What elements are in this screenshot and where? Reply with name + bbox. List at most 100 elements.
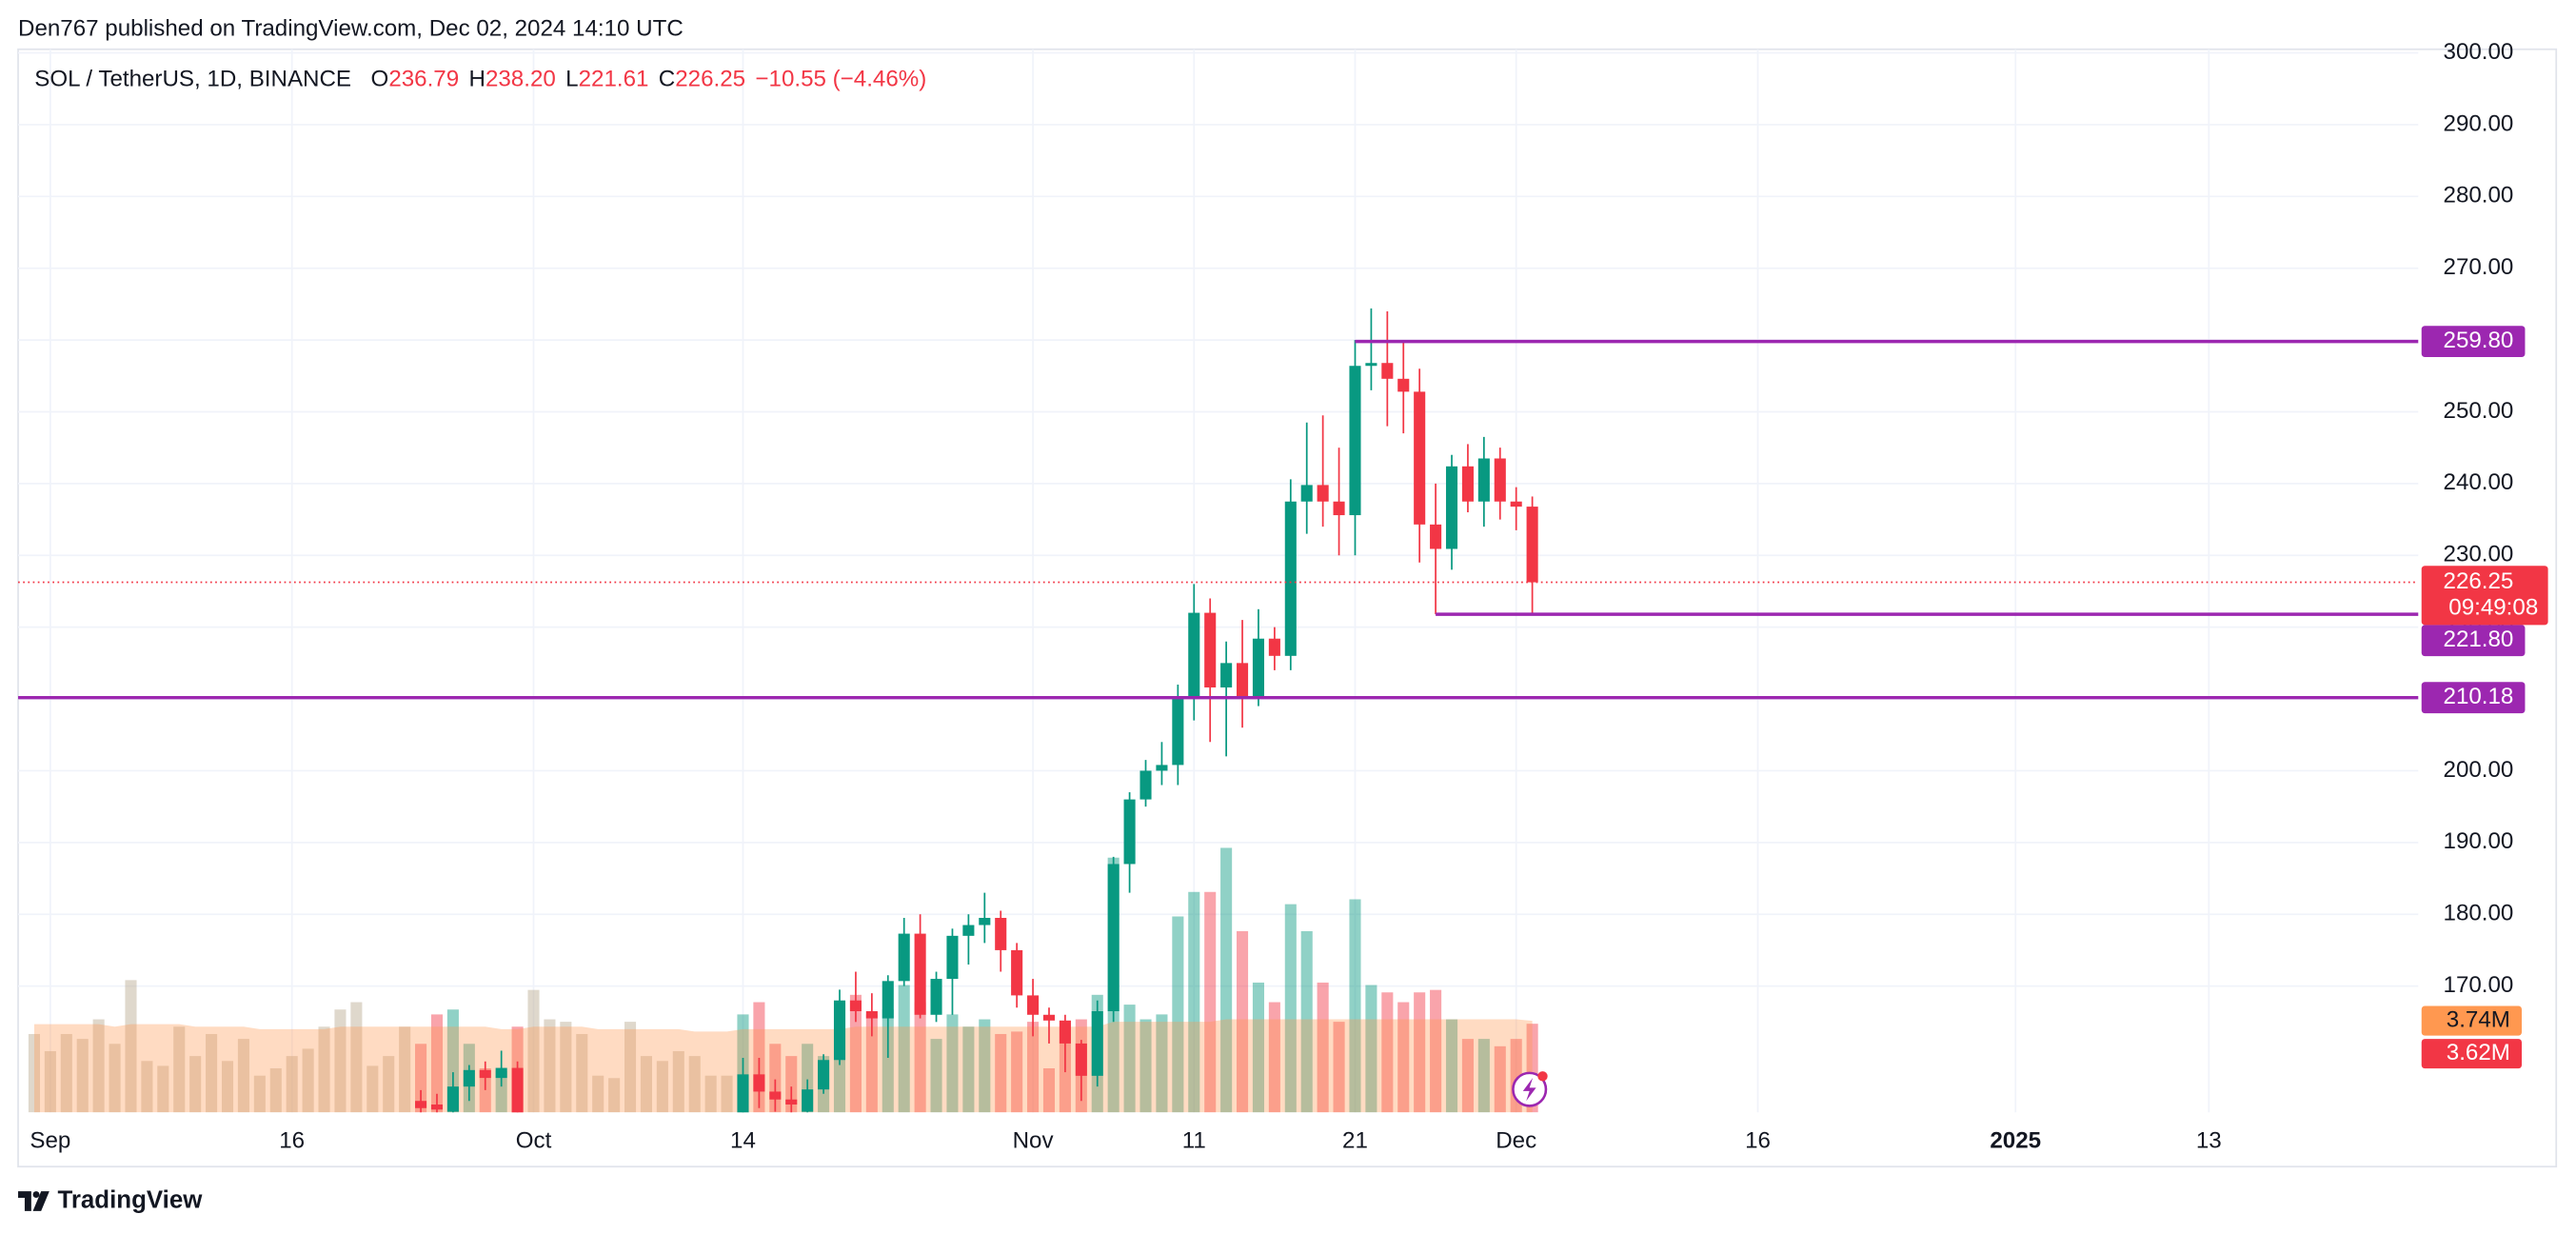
volume-bar — [962, 1026, 975, 1113]
footer-brand: TradingView — [57, 1186, 203, 1213]
x-tick-label: Oct — [516, 1128, 552, 1154]
volume-bar — [1317, 982, 1329, 1113]
y-tick-label: 300.00 — [2444, 39, 2514, 65]
candle-body — [1365, 363, 1377, 367]
candle-body — [1445, 466, 1458, 549]
volume-bar — [688, 1056, 701, 1113]
volume-bar — [1414, 992, 1426, 1113]
volume-bar — [624, 1022, 637, 1113]
candle-body — [1236, 663, 1249, 700]
volume-bar — [125, 980, 137, 1113]
volume-bar — [640, 1056, 652, 1113]
volume-bar — [189, 1056, 202, 1113]
volume-bar — [92, 1019, 105, 1113]
volume-bar — [785, 1056, 798, 1113]
level-label: 259.80 — [2444, 328, 2514, 353]
candle-body — [1139, 770, 1152, 800]
candle-body — [1477, 458, 1490, 502]
volume-bar — [1123, 1005, 1136, 1113]
candle-body — [1091, 1010, 1103, 1076]
volume-bar — [109, 1044, 121, 1113]
candle-body — [753, 1074, 765, 1092]
publisher-header: Den767 published on TradingView.com, Dec… — [18, 15, 684, 41]
candle-body — [785, 1099, 798, 1105]
x-tick-label: 13 — [2196, 1128, 2222, 1154]
volume-bar — [399, 1026, 411, 1113]
legend-value: 226.25 — [675, 67, 745, 92]
candle-body — [995, 917, 1007, 950]
candle-body — [1075, 1043, 1087, 1076]
y-tick-label: 290.00 — [2444, 110, 2514, 136]
candle-body — [1300, 485, 1313, 502]
candle-body — [1333, 501, 1345, 516]
volume-bar — [1204, 891, 1217, 1113]
candle-body — [1204, 612, 1217, 687]
candle-body — [833, 1000, 846, 1061]
y-tick-label: 270.00 — [2444, 254, 2514, 280]
footer-logo — [18, 1191, 50, 1211]
x-tick-label: 2025 — [1990, 1128, 2041, 1154]
candle-body — [1381, 363, 1394, 379]
price-pane — [415, 308, 1538, 1113]
volume-bar — [1172, 916, 1184, 1113]
candle-body — [1042, 1014, 1056, 1021]
last-price-label: 226.25 — [2444, 568, 2514, 594]
legend-value: 236.79 — [388, 67, 459, 92]
volume-bar — [302, 1048, 314, 1113]
candle-body — [1220, 663, 1233, 687]
level-box — [2421, 682, 2526, 714]
volume-box — [2421, 1039, 2522, 1069]
volume-bar — [1300, 930, 1313, 1113]
overlay: 170.00180.00190.00200.00210.00220.00230.… — [18, 39, 2548, 1154]
y-tick-label: 280.00 — [2444, 183, 2514, 209]
candle-body — [1284, 501, 1297, 656]
candle-body — [1252, 638, 1265, 700]
y-tick-label: 200.00 — [2444, 757, 2514, 783]
volume-bar — [28, 1033, 40, 1113]
volume-bar — [544, 1019, 556, 1113]
countdown-label: 09:49:08 — [2448, 595, 2538, 621]
candle-body — [1188, 612, 1200, 700]
candle-body — [1317, 485, 1329, 502]
volume-bar — [1011, 1031, 1023, 1113]
candle-body — [1414, 391, 1426, 525]
volume-bar — [576, 1033, 588, 1113]
volume-bar — [849, 994, 862, 1113]
candle-body — [446, 1086, 459, 1112]
volume-bar — [334, 1009, 347, 1113]
candle-body — [1510, 501, 1522, 508]
x-tick-label: 16 — [1745, 1128, 1771, 1154]
volume-bar — [415, 1044, 427, 1113]
chart-frame — [17, 48, 2558, 1168]
y-tick-label: 180.00 — [2444, 901, 2514, 926]
volume-bar — [1494, 1045, 1506, 1113]
volume-bar — [350, 1002, 363, 1113]
candle-body — [511, 1067, 524, 1113]
volume-label: 3.62M — [2447, 1040, 2510, 1065]
candle-body — [946, 935, 959, 980]
legend-key: L — [565, 67, 578, 92]
legend-value: 238.20 — [485, 67, 556, 92]
candle-body — [802, 1089, 814, 1112]
candle-body — [1123, 799, 1136, 865]
level-box — [2421, 326, 2526, 358]
volume-bar — [237, 1039, 249, 1113]
volume-bar — [253, 1075, 266, 1113]
volume-bar — [269, 1067, 282, 1113]
volume-bar — [1139, 1019, 1152, 1113]
y-tick-label: 190.00 — [2444, 828, 2514, 854]
candle-body — [1156, 765, 1168, 771]
volume-bar — [1430, 989, 1442, 1113]
y-tick-label: 230.00 — [2444, 542, 2514, 567]
volume-bar — [1252, 982, 1265, 1113]
legend: SOL / TetherUS, 1D, BINANCE O236.79 H238.… — [34, 67, 926, 92]
candle-body — [415, 1101, 427, 1108]
candle-body — [463, 1069, 475, 1087]
candle-body — [1526, 507, 1538, 583]
candle-body — [1430, 524, 1442, 549]
volume-bar — [286, 1056, 298, 1113]
candle-body — [979, 917, 991, 926]
volume-bar — [206, 1033, 218, 1113]
volume-bar — [1461, 1039, 1474, 1113]
candle-body — [849, 1000, 862, 1011]
